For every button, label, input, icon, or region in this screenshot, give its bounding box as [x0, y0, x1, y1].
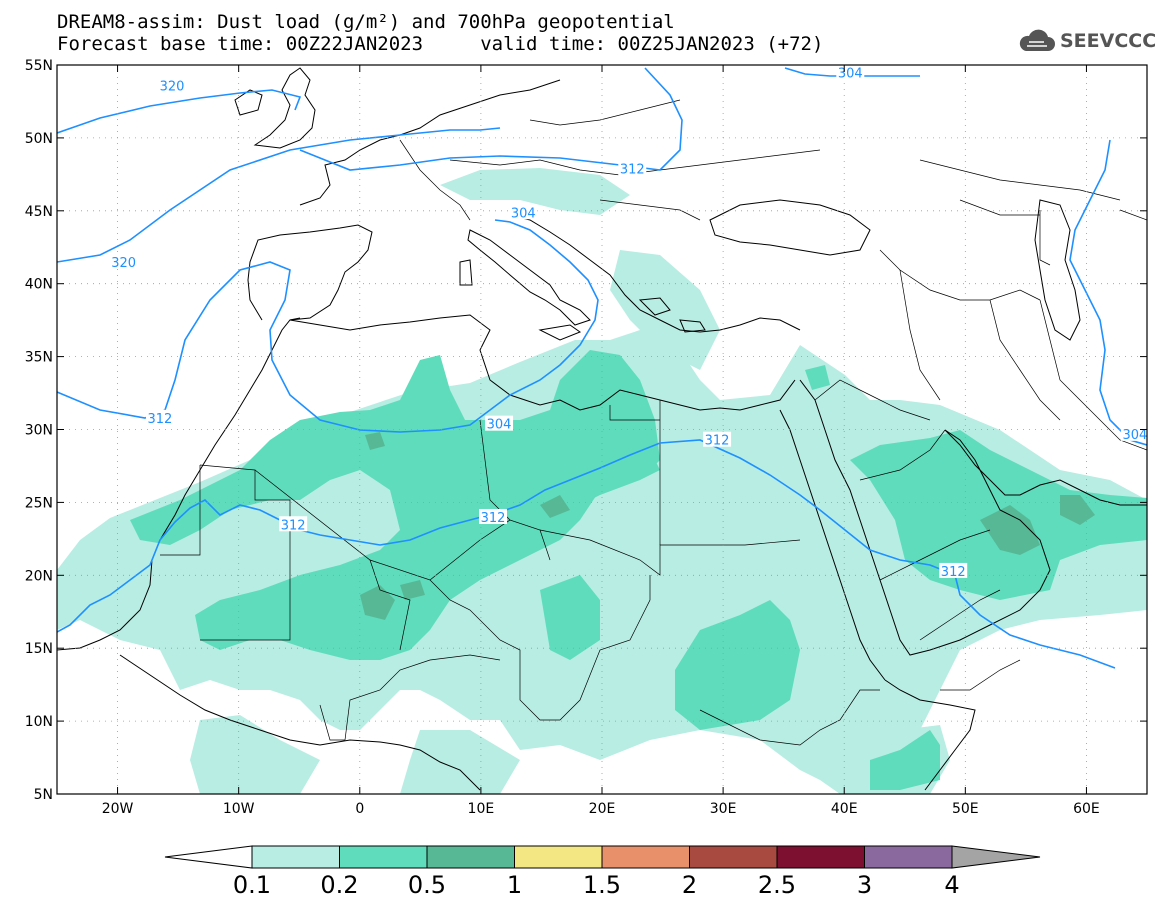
contour-label-bg — [509, 204, 538, 220]
contour-label-text: 320 — [160, 79, 185, 94]
geopotential-contours — [57, 67, 1147, 669]
lon-tick-label: 20W — [102, 801, 134, 817]
colorbar-segment — [601, 845, 690, 869]
contour-label-bg — [703, 431, 732, 447]
lat-tick-label: 10N — [25, 714, 53, 730]
logo-text: SEEVCCC — [1060, 30, 1157, 52]
contour-label-text: 320 — [111, 256, 136, 271]
lat-tick-label: 45N — [25, 204, 53, 220]
colorbar-label: 2.5 — [758, 871, 796, 899]
colorbar-label: 3 — [857, 871, 872, 899]
colorbar-label: 4 — [944, 871, 959, 899]
contour-label-text: 304 — [838, 66, 863, 81]
contour-label: 304 — [485, 415, 514, 433]
lat-tick-label: 15N — [25, 641, 53, 657]
contour-label-text: 304 — [511, 206, 536, 221]
lon-tick-label: 10W — [223, 801, 255, 817]
contour-label: 312 — [703, 431, 732, 449]
contour-label-text: 312 — [705, 434, 730, 449]
colorbar-segment — [426, 845, 515, 869]
contour-label-bg — [158, 77, 187, 93]
seevccc-logo: SEEVCCC — [1018, 26, 1156, 56]
colorbar-label: 2 — [682, 871, 697, 899]
contour-label-text: 312 — [281, 518, 306, 533]
contour-label-text: 304 — [1122, 428, 1147, 443]
lat-tick-label: 50N — [25, 131, 53, 147]
lat-tick-label: 5N — [34, 787, 53, 803]
dust-fill-high — [360, 432, 1095, 620]
lon-tick-label: 10E — [468, 801, 495, 817]
map-title-line1: DREAM8-assim: Dust load (g/m²) and 700hP… — [57, 11, 675, 33]
colorbar-label: 0.2 — [320, 871, 358, 899]
lat-tick-label: 55N — [25, 58, 53, 74]
colorbar-label: 0.5 — [408, 871, 446, 899]
colorbar-label: 0.1 — [233, 871, 271, 899]
colorbar-segment — [251, 845, 340, 869]
cloud-icon — [1019, 29, 1055, 51]
contour-label-bg — [939, 562, 968, 578]
lat-tick-label: 30N — [25, 423, 53, 439]
contour-label-text: 312 — [941, 565, 966, 580]
lon-tick-label: 50E — [952, 801, 979, 817]
colorbar-segment — [864, 845, 953, 869]
lat-tick-label: 35N — [25, 350, 53, 366]
coastlines — [57, 67, 1147, 791]
contour-label-bg — [279, 516, 308, 532]
contour-label-bg — [836, 64, 865, 80]
country-borders — [160, 99, 1147, 746]
contour-label-bg — [479, 508, 507, 524]
contour-label-bg — [109, 253, 138, 269]
contour-label: 312 — [479, 508, 507, 526]
colorbar-segment — [339, 845, 428, 869]
lon-tick-label: 60E — [1073, 801, 1100, 817]
lat-tick-label: 40N — [25, 277, 53, 293]
contour-label: 312 — [939, 562, 968, 580]
contour-label: 304 — [836, 64, 865, 81]
map-axes: 20W 10W 0 10E 20E 30E 40E 50E 60E 55N 50N 45N 40N 35N… — [25, 58, 1147, 817]
contour-label: 304 — [1120, 425, 1149, 443]
contour-label: 312 — [279, 516, 308, 533]
lon-tick-label: 0 — [355, 801, 364, 817]
colorbar-arrow-high — [951, 845, 1041, 869]
contour-label: 320 — [158, 77, 187, 94]
contour-label-bg — [485, 415, 514, 431]
lat-tick-label: 20N — [25, 568, 53, 584]
map-layers — [57, 65, 1147, 794]
colorbar-segment — [689, 845, 778, 869]
lat-tick-label: 25N — [25, 495, 53, 511]
colorbar-label: 1 — [507, 871, 522, 899]
contour-label-text: 312 — [620, 163, 645, 178]
colorbar: 0.1 0.2 0.5 1 1.5 2 2.5 3 4 — [164, 845, 1041, 899]
contour-label-bg — [618, 160, 647, 176]
colorbar-segment — [776, 845, 865, 869]
colorbar-arrow-low — [164, 845, 253, 869]
colorbar-label: 1.5 — [583, 871, 621, 899]
contour-label: 312 — [618, 160, 647, 178]
contour-label-text: 312 — [481, 511, 506, 526]
lon-tick-label: 40E — [831, 801, 858, 817]
lon-tick-label: 30E — [710, 801, 737, 817]
contour-label-text: 312 — [148, 412, 173, 427]
map-title-line2: Forecast base time: 00Z22JAN2023 valid t… — [57, 33, 824, 55]
contour-label-text: 304 — [487, 418, 512, 433]
contour-label: 312 — [145, 409, 174, 427]
lon-tick-label: 20E — [589, 801, 616, 817]
colorbar-segment — [514, 845, 603, 869]
contour-label: 304 — [509, 204, 538, 221]
contour-label-bg — [145, 409, 174, 425]
contour-label: 320 — [109, 253, 138, 271]
